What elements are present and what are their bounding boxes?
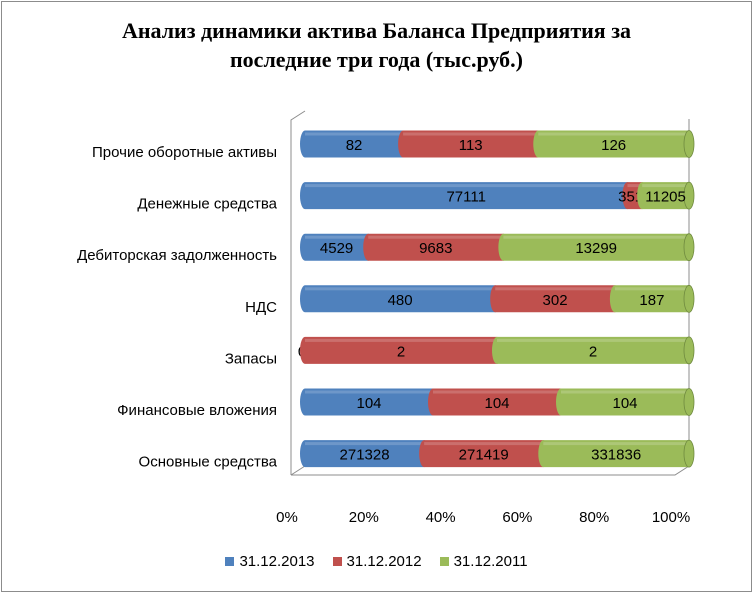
category-label: Прочие оборотные активы [92,144,277,161]
bar-segment: 187 [609,284,695,313]
bar-segment: 104 [428,388,566,416]
category-label: Денежные средства [137,196,277,213]
bar-segment: 104 [300,388,439,416]
x-tick-label: 80% [579,509,609,526]
bar-end-cap [683,284,695,313]
legend: 31.12.2013 31.12.2012 31.12.2011 [2,553,751,570]
legend-label-series-2: 31.12.2012 [346,553,422,570]
data-label: 2 [397,343,405,360]
data-label: 9683 [419,240,452,257]
data-label: 4529 [320,240,353,257]
bar-end-cap [683,336,695,365]
chart-title-line-2: последние три года (тыс.руб.) [230,47,523,72]
data-label: 126 [601,137,626,154]
x-tick-label: 20% [349,509,379,526]
category-labels: Прочие оборотные активы Денежные средства… [77,144,278,471]
back-wall-left [290,110,306,475]
bar-segment: 4529 [300,233,374,261]
data-label: 2 [589,343,597,360]
bar-segment: 77111 [300,182,633,210]
legend-item-series-2: 31.12.2012 [332,553,422,570]
data-label: 104 [484,395,509,412]
data-label: 104 [612,395,637,412]
data-label: 11205 [645,189,686,206]
bar-segment: 113 [398,130,544,158]
category-label: Основные средства [139,454,278,471]
bar-end-cap [683,439,695,468]
bar-segment: 11205 [637,181,695,210]
x-tick-label: 100% [652,509,690,526]
data-label: 480 [388,292,413,309]
category-label: Запасы [225,350,277,367]
legend-item-series-1: 31.12.2013 [225,553,315,570]
legend-label-series-1: 31.12.2013 [239,553,315,570]
data-label: 82 [346,137,363,154]
bar-end-cap [683,388,695,416]
bar-segment: 302 [490,285,620,313]
bar-segment: 126 [533,130,695,158]
x-tick-label: 40% [426,509,456,526]
bar-segment: 331836 [538,439,695,468]
bar-segment: 2 [492,336,695,365]
legend-swatch-series-2 [332,557,342,566]
x-tick-label: 60% [502,509,532,526]
category-label: Финансовые вложения [117,402,277,419]
legend-item-series-3: 31.12.2011 [439,553,528,570]
data-label: 104 [356,395,381,412]
legend-swatch-series-3 [439,557,449,566]
x-tick-label: 0% [276,509,298,526]
bar-end-cap [683,130,695,158]
legend-label-series-3: 31.12.2011 [453,553,528,570]
bar-end-cap [683,233,695,262]
data-label: 187 [639,292,664,309]
data-label: 302 [543,292,568,309]
bar-segment: 271328 [300,440,430,468]
chart-title-line-1: Анализ динамики актива Баланса Предприят… [121,18,632,43]
data-label: 113 [459,137,483,154]
bar-segment: 480 [300,285,501,313]
bar-end-cap [683,181,695,210]
category-label: Дебиторская задолженность [77,247,277,264]
bar-segment: 13299 [498,233,695,262]
chart-title: Анализ динамики актива Баланса Предприят… [2,16,751,74]
floor-corner [290,465,306,476]
data-label: 271419 [459,447,509,464]
bar-segment: 104 [556,388,695,416]
category-label: НДС [245,299,277,316]
data-label: 13299 [575,240,617,257]
x-tick-labels: 0% 20% 40% 60% 80% 100% [276,509,690,526]
bar-segment: 2 [300,336,502,364]
bar-segment: 271419 [419,440,549,468]
bar-segment: 9683 [363,233,509,261]
bar-segment: 82 [300,130,409,158]
data-label: 77111 [446,189,486,206]
legend-swatch-series-1 [225,557,235,566]
data-label: 271328 [340,447,390,464]
data-label: 331836 [591,447,641,464]
